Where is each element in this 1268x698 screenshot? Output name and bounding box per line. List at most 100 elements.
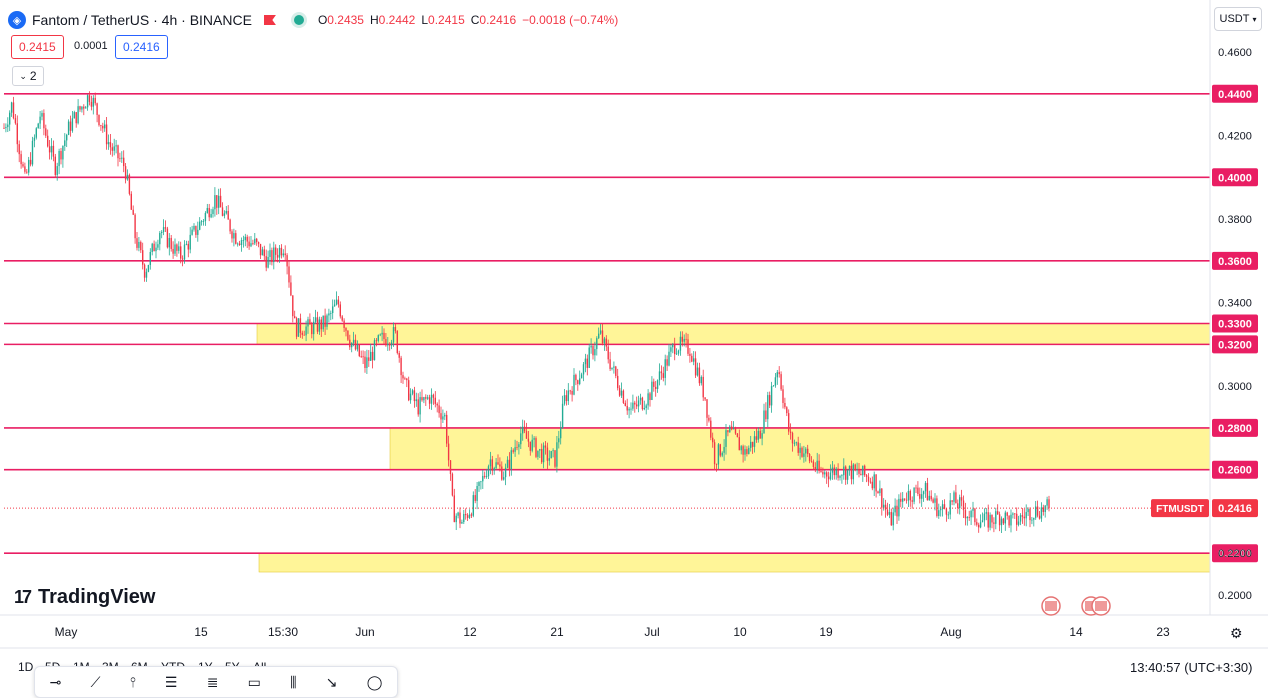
ohlc-key-l: L (421, 13, 429, 27)
candle-body (556, 442, 558, 467)
candle-body (987, 512, 989, 528)
candle-body (1016, 513, 1018, 525)
candle-body (1017, 521, 1020, 525)
candle-body (626, 405, 628, 411)
candle-body (846, 469, 849, 480)
trend-line-tool-icon[interactable]: ⟋ (90, 673, 101, 690)
flag-icon[interactable] (263, 15, 276, 25)
candle-body (767, 395, 769, 420)
horizontal-line-tool-icon[interactable]: ⊸ (49, 673, 62, 690)
candle-body (943, 504, 946, 509)
candle-body (565, 395, 568, 402)
candle-body (888, 512, 891, 515)
candle-body (132, 209, 134, 215)
candle-body (974, 508, 976, 523)
candle-body (736, 433, 739, 438)
ohlc-value-c: 0.2416 (479, 13, 517, 27)
market-status-icon[interactable] (293, 15, 304, 25)
candle-body (381, 332, 383, 335)
candle-body (18, 144, 20, 155)
symbol-header: ◈ Fantom / TetherUS · 4h · BINANCE O0.24… (8, 10, 624, 30)
candle-body (434, 397, 436, 404)
candle-body (134, 214, 136, 239)
candle-body (708, 417, 710, 421)
candle-body (666, 359, 668, 366)
vertical-line-tool-icon[interactable]: ⫯ (129, 673, 136, 690)
rectangle-tool-icon[interactable]: ▭ (247, 673, 261, 690)
symbol-title[interactable]: Fantom / TetherUS · 4h · BINANCE (32, 12, 252, 28)
candle-body (411, 390, 414, 394)
candle-body (993, 522, 995, 524)
candle-body (573, 374, 575, 395)
levels (4, 92, 1210, 555)
clock[interactable]: 13:40:57 (UTC+3:30) (1130, 660, 1253, 675)
candle-body (858, 469, 860, 474)
candle-body (843, 466, 845, 476)
candle-body (941, 504, 944, 510)
candle-body (392, 327, 395, 343)
candle-body (69, 121, 72, 131)
indicators-toggle[interactable]: ⌄ 2 (12, 66, 44, 86)
candle-body (860, 473, 862, 476)
candle-body (487, 466, 490, 477)
candle-body (145, 271, 148, 278)
candle-body (92, 97, 94, 107)
candle-body (789, 431, 792, 433)
candle-body (732, 428, 735, 430)
candle-body (852, 464, 854, 480)
candle-body (297, 318, 300, 337)
symbol-tag: FTMUSDT (1156, 504, 1204, 515)
candle-body (788, 413, 790, 432)
candle-body (997, 511, 999, 515)
candle-body (793, 442, 796, 444)
bid-price[interactable]: 0.2415 (11, 35, 64, 59)
candle-body (480, 481, 482, 483)
candle-body (854, 464, 856, 471)
candle-body (356, 344, 359, 350)
candle-body (86, 95, 89, 108)
candle-body (506, 459, 509, 468)
candle-body (7, 124, 9, 128)
timeframe-1d[interactable]: 1D (18, 660, 34, 674)
fantom-logo-icon: ◈ (8, 11, 26, 29)
currency-select[interactable]: USDT ▾ (1214, 7, 1262, 31)
candle-body (926, 482, 929, 501)
candle-body (33, 137, 36, 141)
candle-body (149, 251, 151, 266)
candle-body (1048, 499, 1050, 509)
candle-body (257, 242, 260, 244)
candle-body (335, 299, 338, 305)
candle-body (208, 208, 210, 218)
candle-body (884, 504, 887, 510)
candle-body (780, 374, 782, 390)
candle-body (774, 377, 777, 386)
candle-body (864, 465, 866, 476)
support-resistance-zone[interactable] (258, 552, 1211, 573)
candle-body (841, 475, 843, 477)
fib-tool-icon[interactable]: ≣ (206, 673, 219, 690)
candle-body (195, 225, 197, 235)
path-tool-icon[interactable]: ↘ (325, 673, 338, 690)
candle-body (252, 243, 254, 245)
bars-pattern-tool-icon[interactable]: ⫼ (290, 673, 297, 690)
candle-body (871, 481, 873, 489)
shapes-tool-icon[interactable]: ◯ (366, 673, 383, 690)
candle-body (751, 441, 754, 447)
gear-icon[interactable]: ⚙ (1230, 625, 1243, 641)
candle-body (972, 508, 974, 511)
candle-body (618, 388, 621, 396)
candle-body (313, 321, 315, 335)
candle-body (10, 102, 13, 113)
candle-body (425, 397, 427, 399)
candle-body (88, 95, 91, 102)
candle-body (123, 157, 125, 167)
candle-body (394, 327, 397, 332)
candle-body (769, 395, 771, 406)
support-resistance-zone[interactable] (256, 323, 1211, 345)
candle-body (269, 250, 271, 257)
tradingview-logo[interactable]: 17 TradingView (14, 586, 155, 609)
ask-price[interactable]: 0.2416 (115, 35, 168, 59)
candle-body (504, 467, 507, 478)
parallel-channel-tool-icon[interactable]: ☰ (164, 673, 178, 690)
